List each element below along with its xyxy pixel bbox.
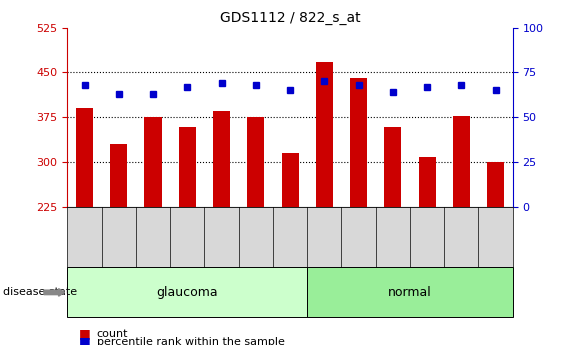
Bar bbox=[281, 153, 299, 207]
Bar bbox=[110, 144, 127, 207]
Text: count: count bbox=[97, 329, 128, 339]
Bar bbox=[384, 127, 401, 207]
Title: GDS1112 / 822_s_at: GDS1112 / 822_s_at bbox=[220, 11, 360, 25]
Text: normal: normal bbox=[388, 286, 432, 299]
Bar bbox=[247, 117, 264, 207]
Bar bbox=[487, 162, 504, 207]
Text: percentile rank within the sample: percentile rank within the sample bbox=[97, 337, 285, 345]
Bar bbox=[316, 62, 333, 207]
Bar bbox=[76, 108, 93, 207]
Bar bbox=[213, 111, 230, 207]
Text: ■: ■ bbox=[79, 335, 91, 345]
Text: ■: ■ bbox=[79, 327, 91, 341]
Bar bbox=[179, 127, 196, 207]
Bar bbox=[350, 78, 367, 207]
Bar bbox=[145, 117, 162, 207]
Bar bbox=[418, 157, 435, 207]
Text: glaucoma: glaucoma bbox=[156, 286, 218, 299]
Text: disease state: disease state bbox=[3, 287, 77, 297]
Bar bbox=[453, 116, 470, 207]
